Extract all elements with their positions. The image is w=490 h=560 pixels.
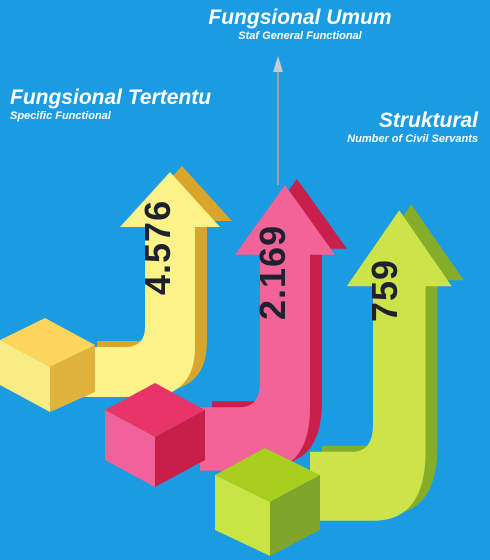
subtitle: Specific Functional bbox=[10, 110, 112, 122]
value: 759 bbox=[364, 259, 405, 322]
subtitle: Number of Civil Servants bbox=[347, 133, 478, 145]
value: 4.576 bbox=[137, 200, 178, 295]
subtitle: Staf General Functional bbox=[238, 30, 362, 42]
infographic: 4.576 2.169 759 Fungsional Tertentu Spec… bbox=[0, 0, 490, 560]
title: Struktural bbox=[379, 109, 479, 132]
title: Fungsional Umum bbox=[208, 6, 391, 29]
value: 2.169 bbox=[252, 225, 293, 320]
title: Fungsional Tertentu bbox=[10, 86, 211, 109]
